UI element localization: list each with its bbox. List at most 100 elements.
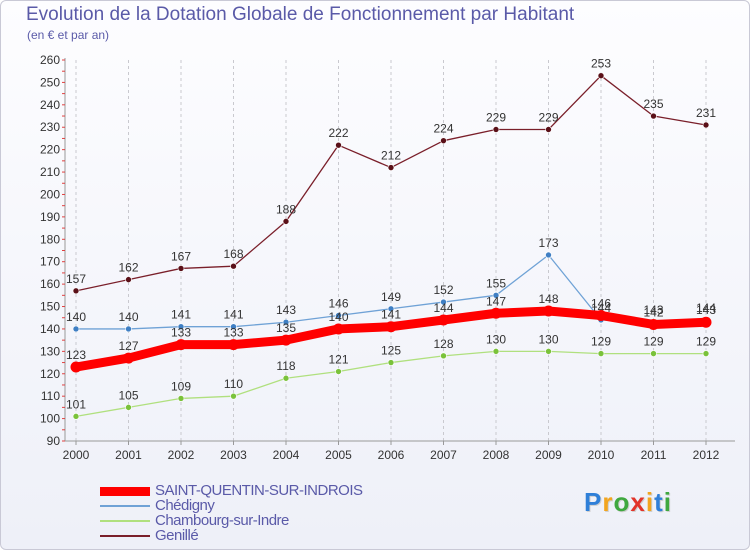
data-point-chambourg-sur-indre: [702, 350, 710, 357]
data-label-chedigny: 143: [276, 303, 296, 317]
data-label-saint-quentin-sur-indrois: 133: [223, 326, 243, 340]
data-point-genille: [335, 141, 342, 149]
x-tick-label: 2011: [641, 448, 667, 462]
x-tick-label: 2006: [378, 448, 405, 462]
x-tick-label: 2001: [115, 448, 142, 462]
x-tick-label: 2004: [273, 448, 300, 462]
data-label-chedigny: 140: [66, 310, 86, 324]
data-label-saint-quentin-sur-indrois: 140: [328, 310, 348, 324]
data-point-chambourg-sur-indre: [335, 368, 342, 375]
legend-swatch: [100, 505, 150, 507]
data-point-saint-quentin-sur-indrois: [595, 309, 607, 321]
y-tick-label: 100: [40, 412, 60, 426]
y-tick-label: 150: [40, 300, 60, 314]
data-point-chambourg-sur-indre: [597, 350, 605, 357]
data-point-genille: [230, 262, 237, 270]
data-label-chambourg-sur-indre: 105: [118, 388, 138, 402]
x-tick-label: 2008: [483, 448, 510, 462]
data-label-genille: 224: [433, 122, 453, 136]
data-label-saint-quentin-sur-indrois: 143: [696, 303, 716, 317]
data-label-chedigny: 141: [171, 308, 191, 322]
y-tick-label: 160: [40, 277, 60, 291]
legend-swatch: [100, 520, 150, 522]
data-label-genille: 157: [66, 272, 86, 286]
data-point-chedigny: [125, 325, 132, 333]
x-tick-label: 2003: [220, 448, 247, 462]
data-label-chedigny: 155: [486, 276, 506, 290]
data-label-chedigny: 140: [118, 310, 138, 324]
data-point-chedigny: [282, 318, 290, 326]
data-label-chambourg-sur-indre: 128: [433, 337, 453, 351]
legend: SAINT-QUENTIN-SUR-INDROIS Chédigny Chambou…: [100, 482, 420, 544]
data-label-chambourg-sur-indre: 101: [66, 397, 86, 411]
y-tick-label: 200: [40, 187, 60, 201]
data-label-saint-quentin-sur-indrois: 123: [66, 348, 86, 362]
data-point-genille: [177, 265, 185, 272]
data-label-chedigny: 143: [643, 303, 663, 317]
data-point-genille: [597, 72, 605, 79]
data-point-genille: [440, 137, 447, 144]
data-point-saint-quentin-sur-indrois: [648, 318, 659, 330]
legend-label: Genillé: [155, 527, 199, 544]
data-point-saint-quentin-sur-indrois: [175, 339, 187, 351]
data-point-saint-quentin-sur-indrois: [123, 352, 134, 364]
data-label-genille: 188: [276, 202, 296, 216]
data-label-genille: 229: [538, 110, 558, 124]
chart-subtitle: (en € et par an): [27, 28, 110, 42]
data-label-genille: 162: [118, 261, 138, 275]
data-label-saint-quentin-sur-indrois: 127: [118, 339, 138, 353]
data-point-chedigny: [72, 325, 80, 333]
data-point-genille: [72, 287, 80, 295]
data-point-chedigny: [230, 323, 237, 331]
data-point-chambourg-sur-indre: [125, 404, 132, 411]
y-tick-label: 140: [40, 322, 60, 336]
y-tick-label: 120: [40, 367, 60, 381]
data-point-chedigny: [177, 323, 185, 331]
logo-letter: i: [645, 487, 655, 517]
y-tick-label: 90: [47, 434, 61, 448]
legend-item: Genillé: [100, 527, 420, 544]
data-point-genille: [702, 121, 710, 129]
data-point-chambourg-sur-indre: [72, 413, 80, 420]
data-point-saint-quentin-sur-indrois: [385, 321, 397, 333]
data-point-genille: [125, 276, 132, 283]
data-label-genille: 235: [643, 97, 663, 111]
data-label-chambourg-sur-indre: 121: [328, 353, 348, 367]
data-label-genille: 168: [223, 247, 243, 261]
y-tick-label: 230: [40, 120, 60, 134]
legend-item: Chédigny: [100, 497, 420, 514]
data-point-genille: [282, 218, 290, 225]
data-point-chedigny: [440, 298, 447, 306]
data-point-saint-quentin-sur-indrois: [543, 305, 554, 317]
data-label-chedigny: 144: [696, 301, 716, 315]
data-label-chambourg-sur-indre: 129: [591, 335, 611, 349]
data-label-saint-quentin-sur-indrois: 148: [538, 292, 558, 306]
data-point-chedigny: [492, 292, 500, 299]
legend-label: SAINT-QUENTIN-SUR-INDROIS: [155, 482, 363, 499]
data-point-saint-quentin-sur-indrois: [700, 316, 712, 328]
logo-letter: i: [663, 487, 672, 517]
y-tick-label: 260: [40, 53, 60, 67]
data-point-chambourg-sur-indre: [177, 395, 185, 402]
legend-label: Chambourg-sur-Indre: [155, 512, 289, 529]
data-label-saint-quentin-sur-indrois: 147: [486, 294, 506, 308]
x-tick-label: 2010: [588, 448, 615, 462]
y-tick-label: 130: [40, 344, 60, 358]
data-label-genille: 222: [328, 126, 348, 140]
data-label-chedigny: 141: [223, 308, 243, 322]
data-point-genille: [545, 126, 552, 133]
data-point-chambourg-sur-indre: [230, 392, 237, 400]
data-label-saint-quentin-sur-indrois: 142: [643, 305, 663, 319]
x-tick-label: 2009: [535, 448, 562, 462]
legend-label: Chédigny: [155, 497, 215, 514]
y-tick-label: 180: [40, 232, 60, 246]
data-label-saint-quentin-sur-indrois: 146: [591, 296, 611, 310]
data-point-saint-quentin-sur-indrois: [70, 361, 82, 373]
data-point-chambourg-sur-indre: [387, 359, 395, 366]
data-point-chambourg-sur-indre: [492, 348, 500, 355]
logo-letter: x: [630, 487, 646, 517]
data-label-chambourg-sur-indre: 129: [643, 335, 663, 349]
y-tick-label: 220: [40, 143, 60, 157]
data-label-chedigny: 149: [381, 290, 401, 304]
